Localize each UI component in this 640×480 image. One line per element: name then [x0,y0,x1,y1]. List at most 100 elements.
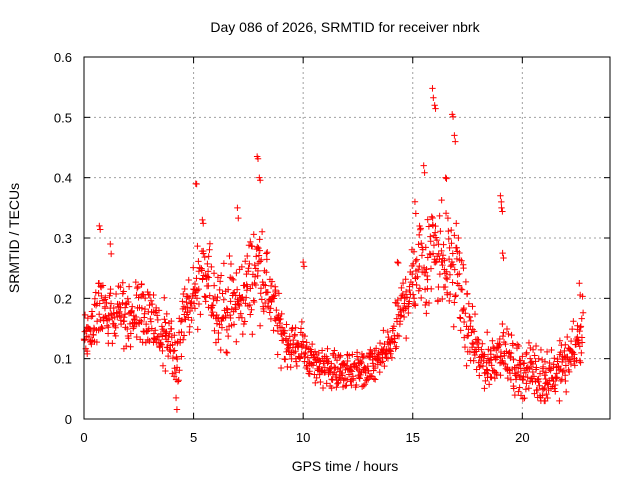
data-point [349,375,357,382]
data-point [577,359,584,366]
data-point [424,254,432,261]
data-point [439,261,446,269]
data-point [449,113,457,120]
data-point [484,329,491,336]
data-point [98,292,105,300]
data-point [171,332,178,339]
data-point [277,315,284,323]
data-point [313,374,320,382]
data-point [470,328,478,335]
data-point [556,397,563,405]
data-point [418,252,426,259]
data-point [561,372,569,379]
data-point [370,375,378,383]
data-point [173,406,181,413]
data-point [462,278,470,286]
data-point [209,302,217,309]
data-point [258,256,265,264]
data-point [357,358,365,365]
y-tick-label: 0.5 [54,110,72,125]
data-point [499,332,507,340]
data-point [413,281,420,289]
data-point [206,246,213,253]
data-point [346,352,353,359]
data-point [491,375,499,382]
data-point [471,310,479,318]
data-point [578,315,585,322]
data-point [105,324,112,331]
data-point [400,313,408,321]
data-point [531,352,538,359]
data-point [414,266,422,274]
data-point [252,281,260,289]
data-point [273,306,280,314]
data-point [112,290,120,298]
data-point [268,278,276,285]
data-point [331,347,338,354]
data-point [257,177,264,184]
data-point [577,323,585,330]
data-point [556,337,564,344]
data-point [122,342,130,350]
data-point [134,283,142,291]
data-point [184,304,191,311]
data-point [551,381,559,389]
data-point [371,376,379,383]
data-point [302,349,309,357]
data-point [133,333,140,341]
data-point [464,290,471,297]
data-point [327,365,334,372]
data-point [141,294,149,302]
data-point [138,318,145,326]
data-point [95,311,103,318]
data-point [384,355,392,362]
data-point [498,198,505,206]
data-point [460,318,468,326]
data-point [250,297,257,304]
data-point [96,222,103,230]
data-point [210,282,218,289]
data-point [179,336,187,343]
data-point [318,347,326,354]
data-point [95,326,102,334]
data-point [212,339,220,346]
data-point [315,349,322,357]
data-point [175,377,182,384]
data-point [451,132,458,139]
data-point [456,314,464,321]
data-point [499,320,506,328]
data-point [253,253,260,260]
data-point [503,325,511,333]
data-point [91,295,99,302]
data-point [276,319,284,327]
data-point [535,375,542,383]
data-point [543,348,551,356]
data-point [265,297,272,305]
data-point [204,268,212,275]
data-point [119,299,126,307]
data-point [181,285,188,293]
data-point [193,180,200,188]
data-point [578,349,585,357]
data-point [270,327,277,334]
data-point [296,355,304,362]
data-point [299,258,307,266]
data-point [337,352,344,359]
data-point [154,316,162,324]
data-point [470,357,477,364]
data-point [364,376,372,383]
data-point [507,349,515,357]
data-point [497,353,505,360]
data-point [254,243,261,251]
data-point [127,330,135,337]
data-point [476,372,483,379]
data-point [436,212,443,220]
data-point [213,297,221,304]
data-point [170,373,178,380]
data-point [246,301,253,309]
data-point [541,397,549,405]
data-point [486,357,494,364]
data-point [199,216,206,224]
data-point [297,325,305,332]
data-point [186,328,193,336]
